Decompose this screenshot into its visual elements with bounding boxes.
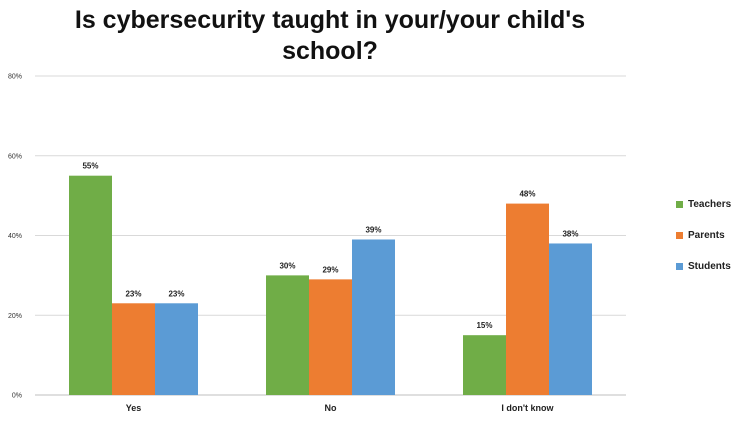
y-tick-label: 60% xyxy=(8,153,22,160)
bars xyxy=(69,175,592,395)
bar-teachers-2 xyxy=(266,275,309,395)
data-label: 39% xyxy=(365,225,381,234)
data-label: 55% xyxy=(82,162,98,171)
data-label: 48% xyxy=(519,190,535,199)
bar-students-2 xyxy=(352,239,395,395)
data-label: 23% xyxy=(125,289,141,298)
legend-label-parents: Parents xyxy=(688,229,725,241)
x-category-label: I don't know xyxy=(501,403,554,413)
bar-teachers-1 xyxy=(69,175,112,395)
bar-parents-1 xyxy=(112,303,155,395)
legend-label-teachers: Teachers xyxy=(688,198,732,210)
bar-teachers-3 xyxy=(463,335,506,395)
bar-parents-3 xyxy=(506,203,549,395)
y-tick-label: 0% xyxy=(12,393,22,400)
y-tick-label: 20% xyxy=(8,313,22,320)
bar-parents-2 xyxy=(309,279,352,395)
data-label: 38% xyxy=(562,229,578,238)
chart-title: Is cybersecurity taught in your/your chi… xyxy=(74,6,586,65)
bar-students-3 xyxy=(549,243,592,395)
legend-label-students: Students xyxy=(688,260,731,272)
data-labels: 55% 23% 23% 30% 29% 39% 15% 48% 38% xyxy=(82,162,578,331)
chart-legend: Teachers Parents Students xyxy=(676,196,731,289)
legend-item-teachers: Teachers xyxy=(676,196,731,212)
legend-item-students: Students xyxy=(676,258,731,274)
legend-swatch-students xyxy=(676,262,683,270)
legend-item-parents: Parents xyxy=(676,227,731,243)
y-tick-label: 80% xyxy=(8,74,22,81)
y-tick-label: 40% xyxy=(8,233,22,240)
legend-swatch-parents xyxy=(676,231,683,239)
data-label: 23% xyxy=(168,289,184,298)
legend-swatch-teachers xyxy=(676,200,683,208)
x-category-label: No xyxy=(325,403,337,413)
bar-students-1 xyxy=(155,303,198,395)
data-label: 29% xyxy=(322,265,338,274)
x-category-label: Yes xyxy=(126,403,142,413)
data-label: 15% xyxy=(476,321,492,330)
data-label: 30% xyxy=(279,261,295,270)
